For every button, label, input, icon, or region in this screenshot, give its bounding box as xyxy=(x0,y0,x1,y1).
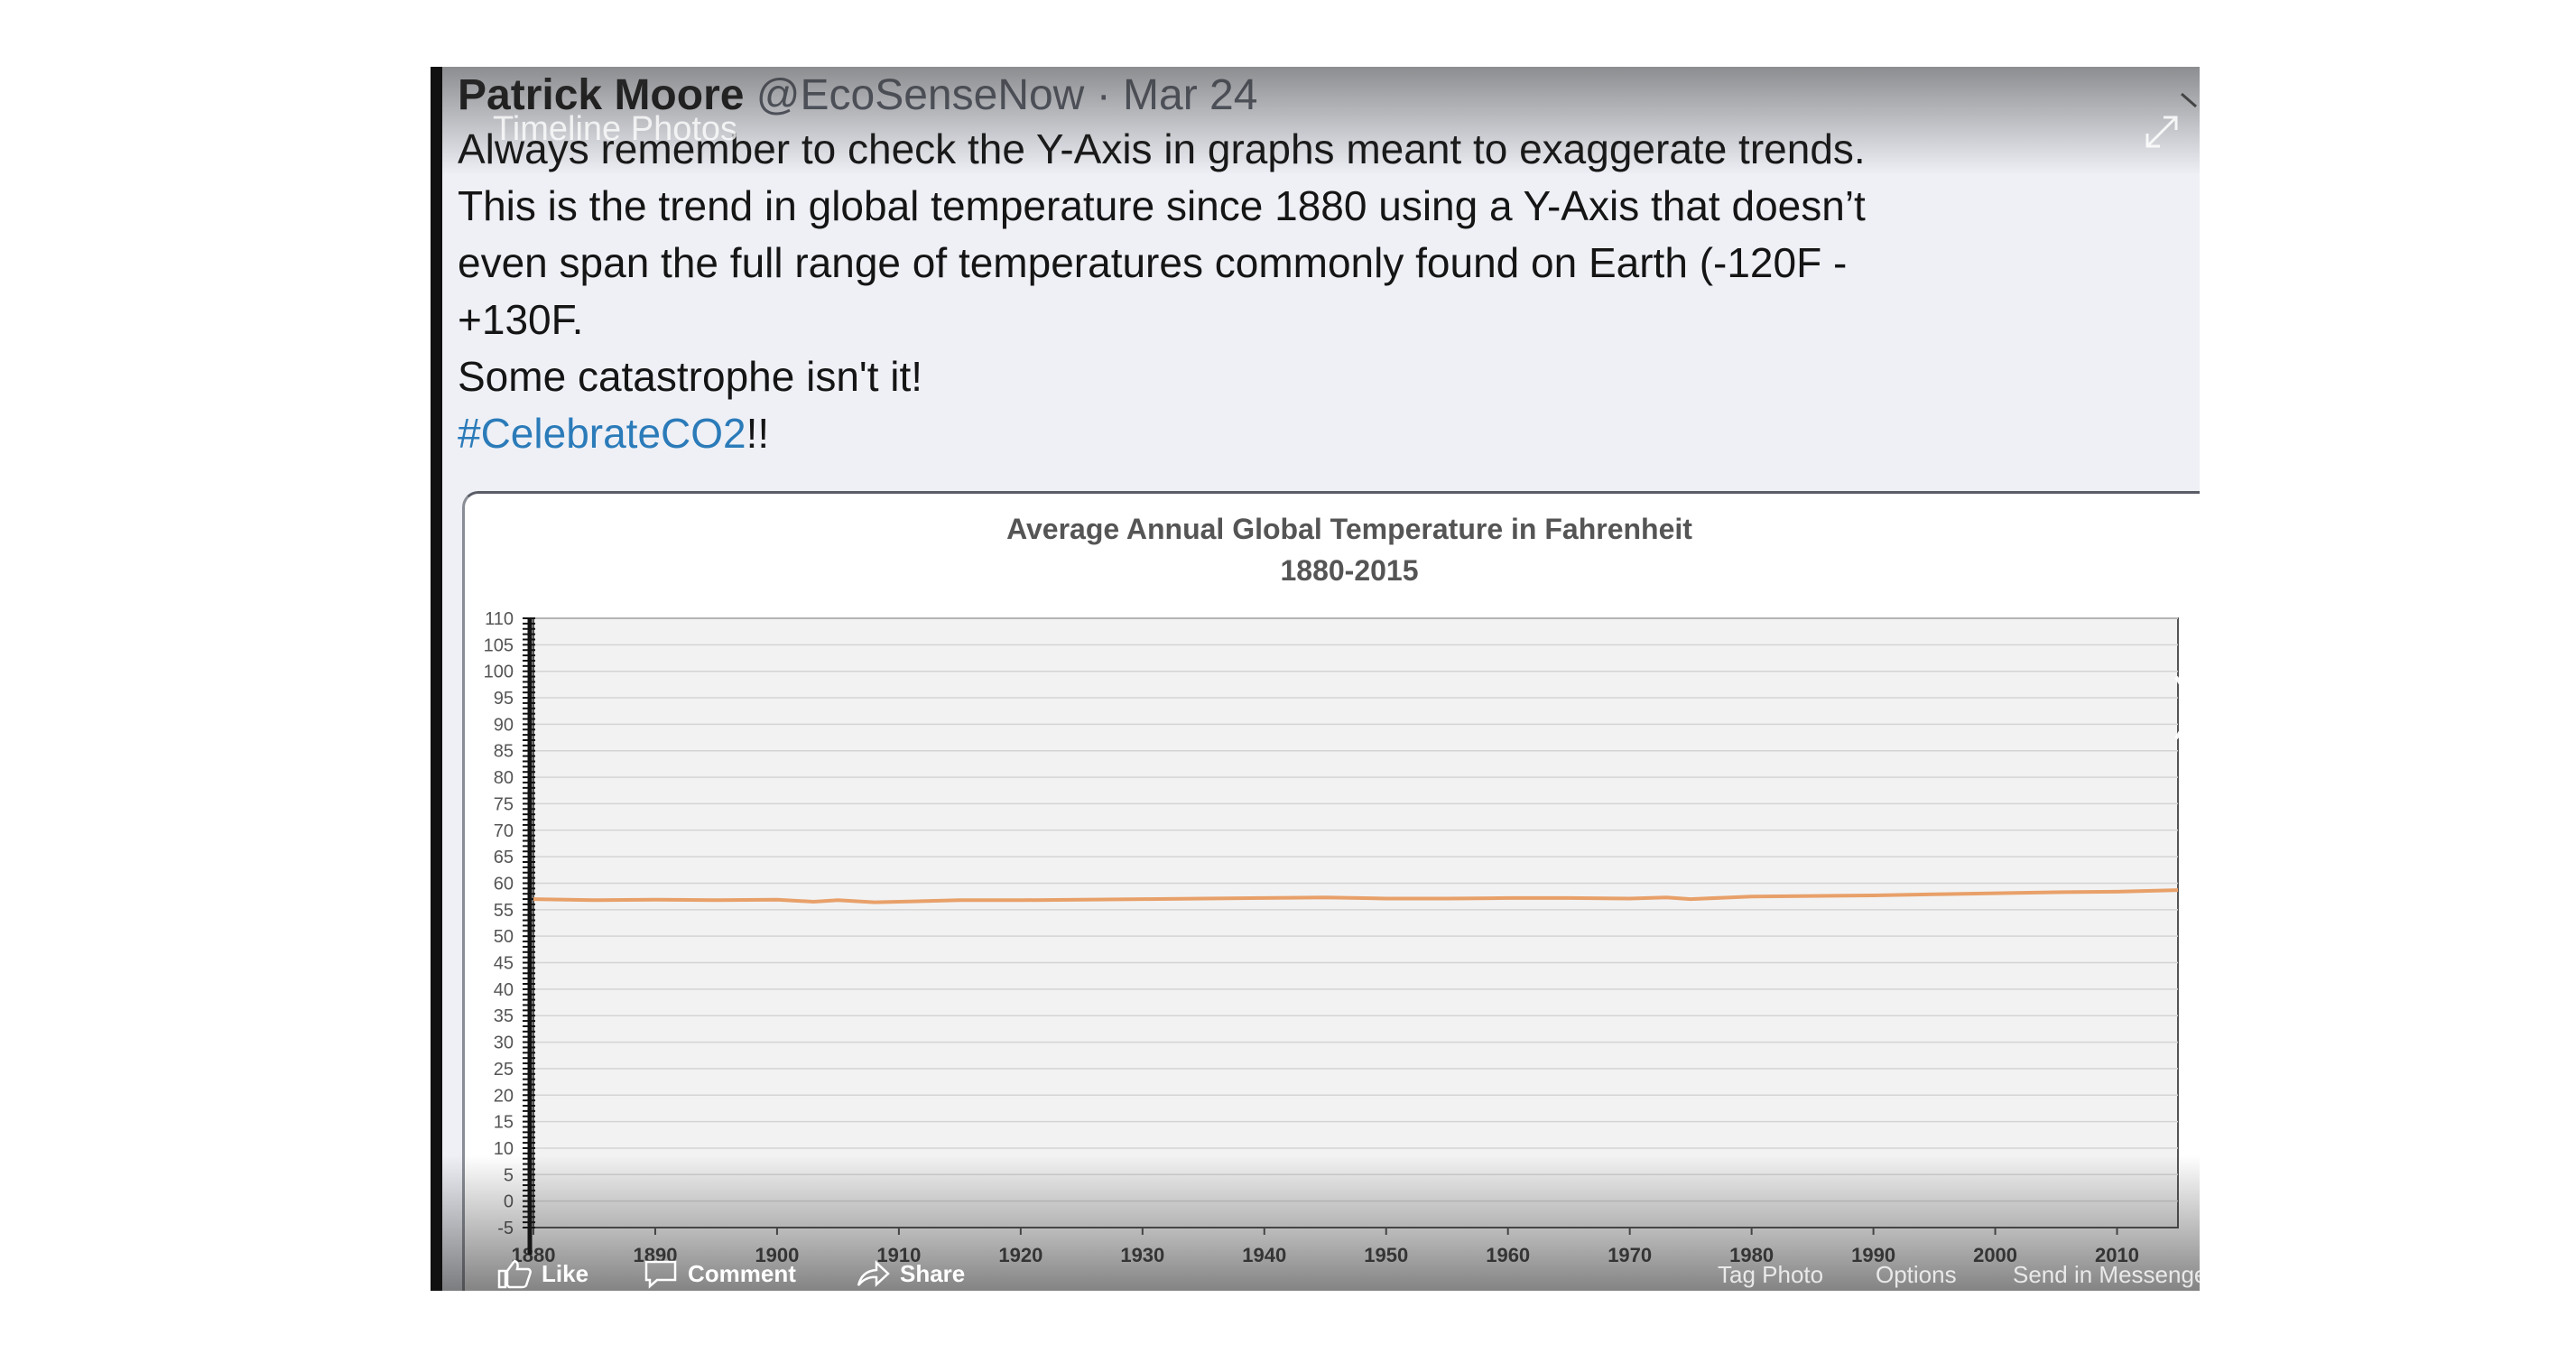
y-tick-label: 50 xyxy=(494,927,514,947)
y-tick-label: 45 xyxy=(494,954,514,974)
options-button[interactable]: Options xyxy=(1876,1261,1957,1289)
share-button[interactable]: Share xyxy=(855,1258,965,1289)
hashtag-suffix: !! xyxy=(746,410,770,457)
chart-title: Average Annual Global Temperature in Fah… xyxy=(1006,513,1692,545)
post-date: Mar 24 xyxy=(1123,71,1258,119)
y-tick-label: 65 xyxy=(494,848,514,867)
y-axis: -5 0 5 10 15 20 25 30 35 40 45 50 55 60 65 70 75 80 85 90 95… xyxy=(484,609,535,1255)
temperature-series-line xyxy=(533,888,2179,904)
thumbs-up-icon xyxy=(497,1259,532,1289)
tweet-line-4: +130F. xyxy=(458,296,584,343)
hashtag-link[interactable]: #CelebrateCO2 xyxy=(458,410,746,457)
y-tick-label: -5 xyxy=(497,1219,514,1238)
y-tick-label: 15 xyxy=(494,1113,514,1133)
tag-photo-button[interactable]: Tag Photo xyxy=(1718,1261,1823,1289)
timeline-photos-label: Timeline Photos xyxy=(493,110,738,148)
tweet-text: Always remember to check the Y-Axis in g… xyxy=(458,121,2173,462)
photo-viewer-frame: Patrick Moore @EcoSenseNow · Mar 24 Alwa… xyxy=(431,67,2200,1291)
tag-photo-label: Tag Photo xyxy=(1718,1261,1824,1288)
y-tick-label: 75 xyxy=(494,794,514,814)
y-tick-label: 55 xyxy=(494,901,514,921)
y-tick-label: 105 xyxy=(484,635,514,655)
y-tick-label: 110 xyxy=(485,609,514,629)
expand-icon[interactable] xyxy=(2142,112,2182,152)
tweet-screenshot: Patrick Moore @EcoSenseNow · Mar 24 Alwa… xyxy=(442,67,2200,1291)
share-arrow-icon xyxy=(857,1260,890,1287)
speech-bubble-icon xyxy=(644,1260,677,1289)
y-tick-label: 30 xyxy=(494,1034,514,1053)
y-tick-label: 95 xyxy=(494,689,514,709)
share-label: Share xyxy=(900,1259,966,1287)
y-tick-label: 40 xyxy=(494,980,514,1000)
like-button[interactable]: Like xyxy=(496,1258,588,1289)
y-tick-label: 80 xyxy=(494,768,514,788)
chevron-right-icon[interactable] xyxy=(2173,672,2200,744)
hashtag-line: #CelebrateCO2!! xyxy=(458,405,2173,462)
y-tick-label: 90 xyxy=(494,715,514,735)
y-tick-label: 5 xyxy=(504,1165,514,1185)
y-tick-label: 10 xyxy=(494,1139,514,1159)
plot-area xyxy=(533,617,2179,1228)
like-label: Like xyxy=(542,1259,589,1287)
comment-label: Comment xyxy=(688,1259,796,1287)
chart-subtitle: 1880-2015 xyxy=(1280,554,1418,587)
tweet-line-5: Some catastrophe isn't it! xyxy=(458,353,923,400)
y-tick-label: 60 xyxy=(494,874,514,894)
tweet-line-3: even span the full range of temperatures… xyxy=(458,239,1848,286)
y-tick-label: 85 xyxy=(494,742,514,762)
chart-image: 1880 1890 1900 1910 1920 1930 1940 1950 1960 1970… xyxy=(462,491,2200,1291)
temperature-chart: 1880 1890 1900 1910 1920 1930 1940 1950 1960 1970… xyxy=(484,513,2179,1266)
chevron-down-icon[interactable] xyxy=(2178,88,2200,116)
y-tick-label: 100 xyxy=(484,663,514,682)
author-handle: @EcoSenseNow xyxy=(755,71,1085,119)
photo-action-bar: Like Comment Share Tag Photo Options xyxy=(442,1255,2200,1291)
options-label: Options xyxy=(1876,1261,1957,1288)
y-tick-label: 25 xyxy=(494,1060,514,1080)
y-tick-label: 0 xyxy=(504,1192,514,1212)
comment-button[interactable]: Comment xyxy=(643,1258,796,1289)
send-in-messenger-button[interactable]: Send in Messenger xyxy=(2013,1261,2200,1289)
send-in-messenger-label: Send in Messenger xyxy=(2013,1261,2200,1288)
y-tick-label: 70 xyxy=(494,821,514,841)
y-tick-label: 20 xyxy=(494,1086,514,1106)
tweet-line-2: This is the trend in global temperature … xyxy=(458,182,1866,229)
y-tick-label: 35 xyxy=(494,1006,514,1026)
header-separator: · xyxy=(1096,71,1111,119)
